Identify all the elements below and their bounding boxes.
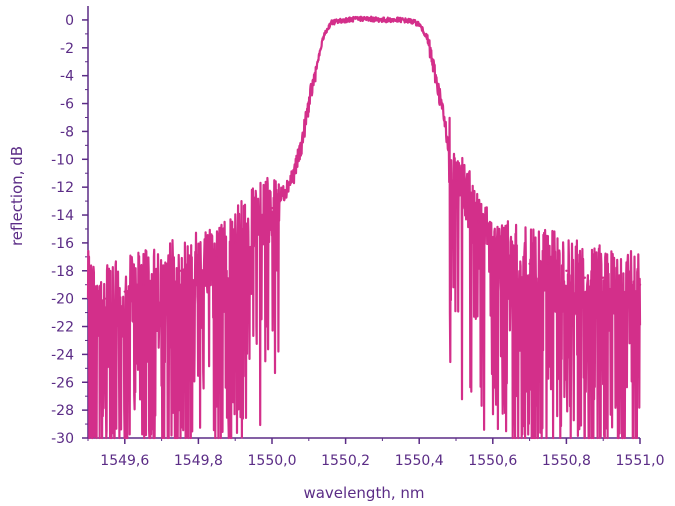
data-point <box>123 290 127 293</box>
data-point <box>465 199 469 203</box>
data-point <box>583 276 586 279</box>
data-point <box>178 269 182 272</box>
y-tick-label: -12 <box>51 180 74 196</box>
data-point <box>620 283 623 286</box>
y-tick-label: -28 <box>51 403 74 419</box>
data-point <box>281 192 285 196</box>
data-point <box>638 283 642 286</box>
data-point <box>300 144 303 147</box>
data-point <box>410 20 414 23</box>
series-layer <box>86 15 642 440</box>
data-point <box>270 206 274 210</box>
x-tick-label: 1550,4 <box>395 453 444 469</box>
data-point <box>160 276 163 279</box>
x-tick-label: 1551,0 <box>616 453 665 469</box>
y-ticks: 0 -2 -4 -6 -8 -10 -12 -14 -16 -18 -20 -22 -24 -26 -28 -… <box>51 13 88 447</box>
x-tick-label: 1550,2 <box>321 453 370 469</box>
data-point <box>215 255 218 259</box>
data-point <box>252 220 255 224</box>
x-tick-label: 1550,0 <box>248 453 297 469</box>
data-point <box>399 18 402 22</box>
data-point <box>344 18 347 22</box>
y-tick-label: -26 <box>51 375 74 391</box>
data-point <box>381 18 384 22</box>
data-point <box>292 172 296 175</box>
y-tick-label: -16 <box>51 236 74 252</box>
data-point <box>197 262 200 266</box>
y-tick-label: -20 <box>51 292 74 308</box>
y-tick-label: -14 <box>51 208 74 224</box>
y-tick-label: -6 <box>60 97 74 113</box>
y-tick-label: -18 <box>51 264 74 280</box>
data-point <box>491 248 494 252</box>
data-point <box>454 178 458 182</box>
data-point <box>322 35 325 38</box>
data-point <box>234 241 237 245</box>
y-axis-title: reflection, dB <box>8 146 26 246</box>
y-tick-label: -2 <box>60 41 74 57</box>
x-tick-label: 1550,6 <box>468 453 517 469</box>
y-tick-label: -30 <box>51 431 74 447</box>
data-point <box>447 144 450 147</box>
y-tick-label: -22 <box>51 320 74 336</box>
plot-area: 0 -2 -4 -6 -8 -10 -12 -14 -16 -18 -20 -22 -24 -26 -28 -… <box>51 6 665 469</box>
data-point <box>476 220 480 224</box>
data-point <box>432 67 436 70</box>
data-point <box>307 102 310 105</box>
x-tick-label: 1550,8 <box>542 453 591 469</box>
data-point <box>565 269 568 272</box>
y-tick-label: -10 <box>51 152 74 168</box>
x-axis-title: wavelength, nm <box>303 484 424 502</box>
data-point <box>602 276 605 279</box>
data-point <box>329 21 333 24</box>
data-point <box>362 17 366 20</box>
x-tick-label: 1549,6 <box>100 453 149 469</box>
x-ticks: 1549,6 1549,8 1550,0 1550,2 1550,4 1550,6 1550… <box>87 438 665 469</box>
data-point <box>510 255 513 259</box>
data-point <box>528 262 531 266</box>
y-tick-label: 0 <box>65 13 74 29</box>
data-point <box>440 102 443 105</box>
reflection-series-line <box>86 15 642 440</box>
y-tick-label: -8 <box>60 124 74 140</box>
data-point <box>86 283 90 286</box>
data-point <box>418 22 421 26</box>
y-tick-label: -4 <box>60 69 74 85</box>
data-point <box>142 283 145 286</box>
data-point <box>314 67 318 70</box>
y-tick-label: -24 <box>51 347 74 363</box>
data-point <box>546 262 550 266</box>
x-tick-label: 1549,8 <box>174 453 223 469</box>
data-point <box>425 35 428 38</box>
data-point <box>105 297 108 300</box>
